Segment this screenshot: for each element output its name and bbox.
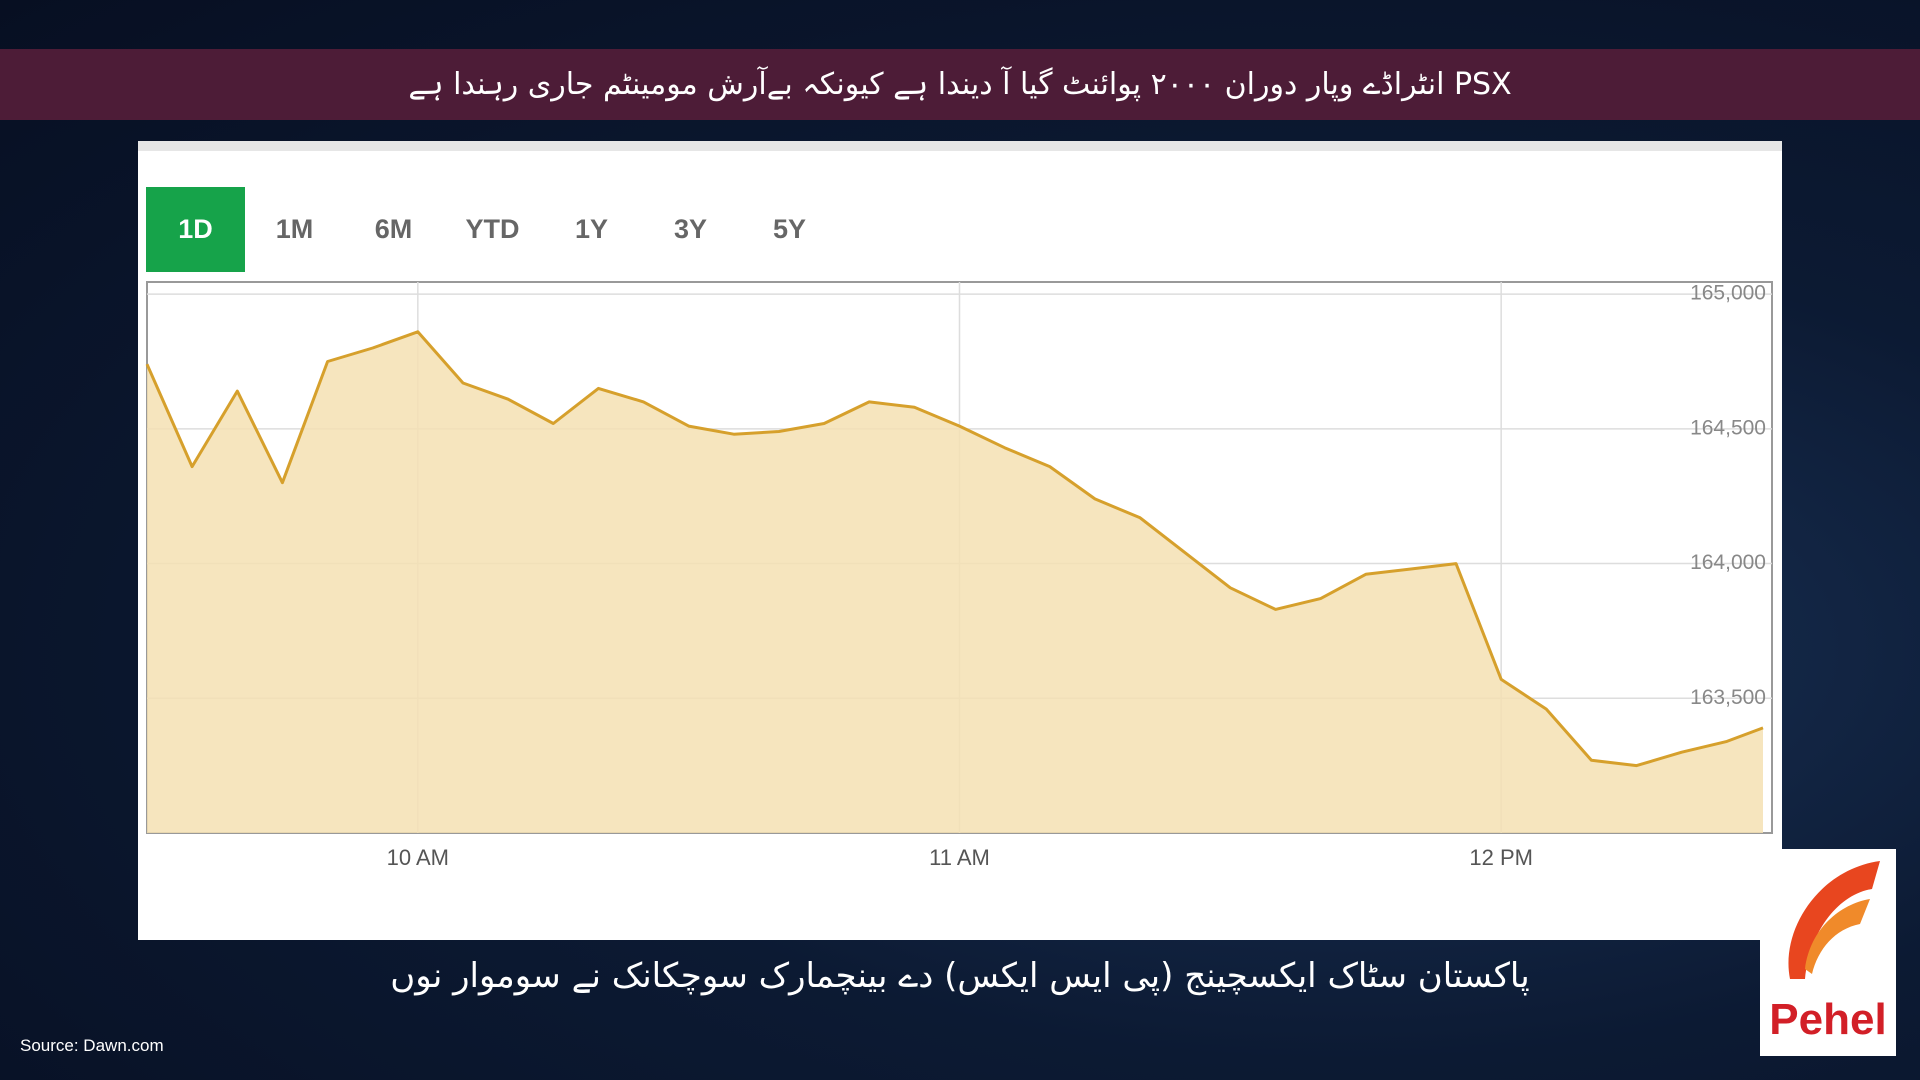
y-tick-label: 164,500 <box>1690 416 1766 439</box>
range-tab[interactable]: 3Y <box>674 214 707 244</box>
source: Source: Dawn.com <box>20 1036 164 1055</box>
headline: PSX انٹراڈے وپار دوران ۲۰۰۰ پوائنٹ گیا آ… <box>0 49 1920 120</box>
range-tab[interactable]: 5Y <box>773 214 806 244</box>
logo-text: Pehel <box>1769 995 1886 1044</box>
caption: پاکستان سٹاک ایکسچینج (پی ایس ایکس) دے ب… <box>390 956 1530 996</box>
logo-swoosh <box>1805 899 1870 974</box>
y-tick-label: 164,000 <box>1690 551 1766 574</box>
x-tick-label: 12 PM <box>1469 845 1533 870</box>
x-tick-label: 11 AM <box>929 845 990 870</box>
logo-mark: Pehel <box>1769 861 1887 1044</box>
area-fill <box>147 331 1763 833</box>
y-tick-label: 163,500 <box>1690 686 1766 709</box>
tab-active-bg <box>146 187 245 272</box>
y-tick-label: 165,000 <box>1690 282 1766 305</box>
panel-bar <box>138 141 1782 151</box>
price-line <box>145 330 1764 768</box>
range-tab[interactable]: 1M <box>276 214 314 244</box>
x-tick-label: 10 AM <box>387 845 449 870</box>
range-tab[interactable]: YTD <box>466 214 520 244</box>
logo-swoosh <box>1788 861 1880 979</box>
logo: Pehel <box>1760 849 1896 1056</box>
range-tab[interactable]: 1D <box>178 214 213 244</box>
range-tab[interactable]: 6M <box>375 214 413 244</box>
range-tab[interactable]: 1Y <box>575 214 608 244</box>
